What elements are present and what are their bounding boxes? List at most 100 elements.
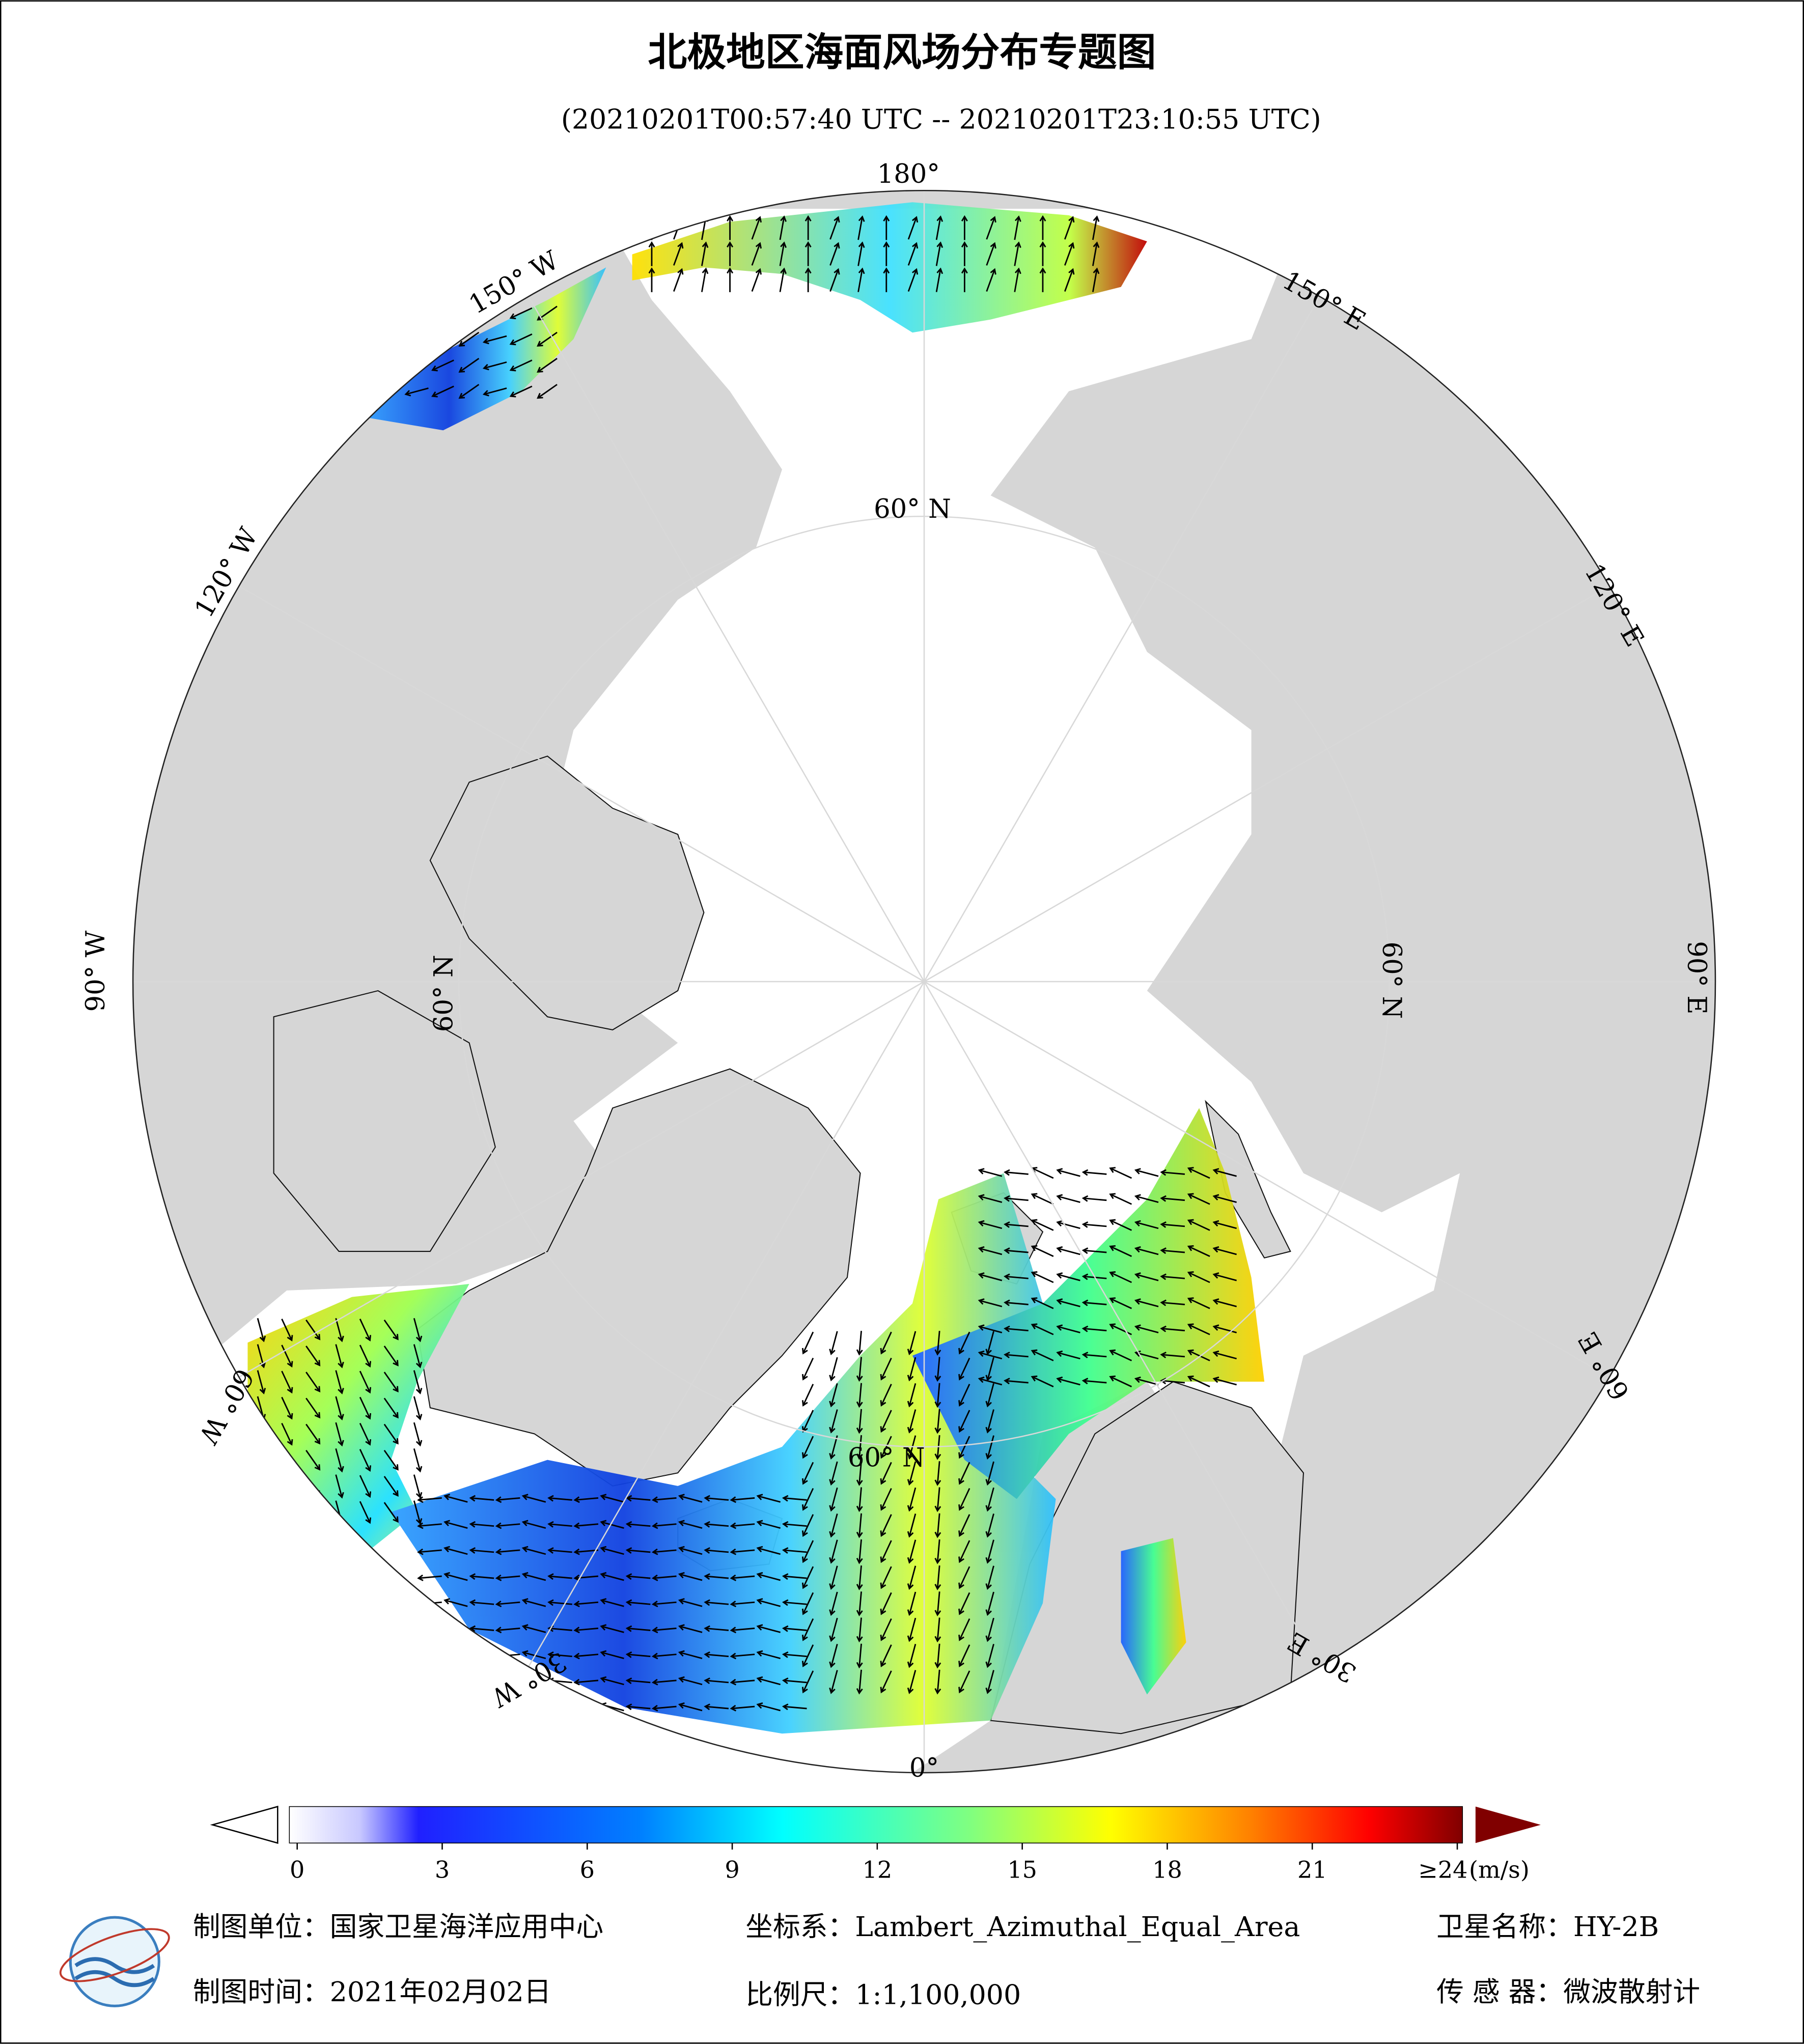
wind-arrow [756,1598,781,1607]
wind-arrow [1039,267,1046,292]
wind-arrow [673,242,684,266]
wind-arrow [801,1384,814,1407]
wind-arrow [651,1496,677,1503]
wind-arrow [730,1574,755,1581]
wind-arrow [359,1475,372,1498]
colorbar-min-arrow [210,1805,279,1844]
wind-arrow [1187,1375,1210,1388]
wind-arrow [1187,1323,1210,1335]
wind-arrow [1031,1245,1054,1257]
wind-arrow [482,361,507,371]
wind-arrow [509,385,533,398]
wind-arrow [958,1566,970,1589]
wind-arrow [934,1643,941,1669]
wind-arrow [482,387,507,397]
wind-arrow [678,1520,703,1529]
wind-arrow [306,1397,321,1419]
wind-arrow [443,1520,468,1529]
wind-arrow [1004,1195,1029,1202]
wind-arrow [1031,1219,1054,1231]
wind-arrow [1004,1169,1029,1176]
wind-arrow [678,1546,703,1555]
wind-arrow [495,1522,520,1529]
wind-arrow [469,1495,494,1502]
wind-arrow [1212,1350,1237,1360]
wind-arrow [1160,1169,1185,1176]
wind-arrow [600,1546,624,1555]
wind-arrow [801,1644,814,1668]
colorbar-unit: (m/s) [1469,1856,1530,1884]
wind-arrow [958,1540,970,1563]
wind-arrow [978,1272,1003,1281]
wind-arrow [986,216,996,240]
wind-arrow [651,1653,677,1660]
wind-arrow [782,1547,807,1554]
wind-arrow [756,1702,781,1712]
wind-arrow [804,267,812,292]
baffin-island [273,990,496,1252]
wind-arrow [934,1331,941,1356]
wind-arrow [704,1599,729,1606]
wind-arrow [547,1573,572,1580]
wind-arrow [985,1435,994,1460]
wind-arrow [935,241,943,266]
wind-arrow [829,1539,838,1564]
wind-arrow [383,1449,399,1471]
wind-arrow [359,1319,372,1342]
wind-arrow [1014,241,1021,266]
wind-arrow [509,359,533,372]
wind-arrow [907,1409,917,1434]
wind-arrow [978,1220,1003,1229]
wind-arrow [1056,1194,1080,1203]
wind-arrow [383,1397,399,1419]
wind-arrow [1134,1194,1159,1203]
wind-arrow [383,1476,399,1497]
wind-arrow [961,215,968,240]
wind-arrow [383,1502,399,1523]
wind-arrow [985,1644,994,1668]
wind-arrow [958,1436,970,1459]
colorbar-max-arrow [1475,1806,1541,1843]
wind-arrow [443,1598,468,1607]
wind-arrow [521,1546,546,1555]
wind-arrow [978,1324,1003,1333]
wind-arrow [359,1449,372,1472]
wind-arrow [413,1344,423,1368]
wind-arrow [829,1487,838,1512]
wind-arrow [829,1435,838,1460]
wind-arrow [1039,215,1046,240]
wind-arrow [727,267,734,292]
wind-arrow [383,1423,399,1445]
wind-arrow [730,1678,755,1686]
wind-arrow [1064,268,1075,292]
wind-arrow [782,1677,807,1685]
wind-arrow [1064,242,1075,266]
wind-arrow [648,267,655,292]
wind-arrow [431,359,454,372]
wind-arrow [359,1501,372,1524]
wind-arrow [1109,1193,1132,1205]
wind-arrow [469,1599,494,1606]
wind-arrow [458,331,480,347]
wind-arrow [856,1539,863,1564]
wind-arrow [335,1318,344,1342]
wind-arrow [883,267,890,292]
wind-arrow [779,215,787,240]
wind-arrow [958,1410,970,1433]
latitude-label: 60° N [1376,942,1407,1019]
wind-arrow [958,1331,970,1355]
wind-arrow [907,1670,917,1694]
wind-arrow [727,215,734,240]
wind-arrow [335,1422,344,1447]
wind-arrow [704,1703,729,1711]
wind-arrow [482,335,507,345]
wind-arrow [1109,1219,1132,1231]
wind-arrow [701,241,709,266]
wind-arrow [907,268,919,292]
wind-arrow [829,1514,838,1538]
latitude-label: 60° N [874,494,951,524]
wind-arrow [1056,1324,1080,1333]
wind-arrow [880,1384,892,1407]
wind-arrow [1212,1324,1237,1333]
wind-arrow [1081,1378,1107,1385]
